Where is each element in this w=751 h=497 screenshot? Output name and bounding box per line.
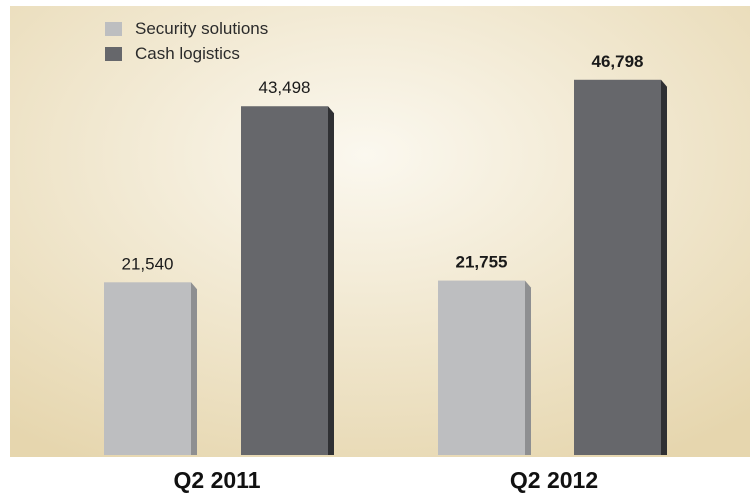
bar-side [191,282,197,455]
bar-side [525,280,531,455]
legend-swatch-1 [105,22,122,36]
data-label: 46,798 [592,52,644,71]
legend-label-1: Security solutions [135,19,268,38]
bar-security-solutions-2 [438,280,525,455]
legend-swatch-2 [105,47,122,61]
legend: Security solutions Cash logistics [105,19,268,63]
bar-cash-logistics-2 [574,79,661,455]
bar-cash-logistics-1 [241,106,328,455]
category-label-1: Q2 2011 [174,467,261,493]
legend-label-2: Cash logistics [135,44,240,63]
labels-layer: 21,540 21,755 43,498 46,798 Q2 2011 Q2 2012 [122,52,644,493]
data-label: 21,755 [456,253,508,272]
bars-layer [104,79,667,455]
bar-side [328,106,334,455]
category-label-2: Q2 2012 [510,467,598,493]
bar-side [661,79,667,455]
bar-security-solutions-1 [104,282,191,455]
data-label: 43,498 [259,78,311,97]
data-label: 21,540 [122,254,174,273]
